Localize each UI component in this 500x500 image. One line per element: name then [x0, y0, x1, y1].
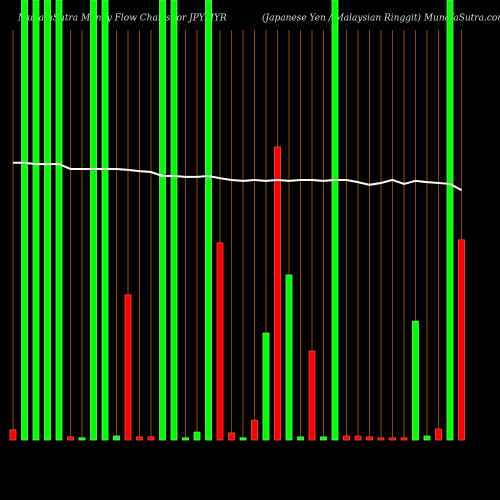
- bar: [435, 428, 442, 441]
- bar: [308, 350, 316, 441]
- bar: [377, 437, 385, 441]
- bar: [147, 436, 155, 441]
- bar: [193, 431, 201, 441]
- bar: [423, 435, 431, 441]
- bar: [262, 332, 270, 441]
- bar: [297, 436, 304, 441]
- bar: [136, 436, 143, 441]
- bar: [285, 274, 293, 441]
- bar: [331, 0, 339, 441]
- bar: [366, 436, 373, 441]
- bar: [21, 0, 28, 441]
- bar: [44, 0, 51, 441]
- bar: [182, 437, 189, 441]
- chart-subtitle: (Japanese Yen / Malaysian Ringgit) Munaf…: [262, 13, 500, 24]
- bar: [412, 320, 419, 441]
- bar: [239, 437, 247, 441]
- chart-title: MunafaSutra Money Flow Charts for JPYMYR: [17, 14, 227, 24]
- bar: [458, 239, 465, 441]
- bar: [170, 0, 178, 441]
- bar: [343, 435, 350, 441]
- bar: [354, 435, 362, 441]
- bar: [90, 0, 97, 441]
- bar: [389, 437, 396, 441]
- bar: [67, 436, 74, 441]
- bar: [101, 0, 109, 441]
- bar: [113, 435, 120, 441]
- bar: [216, 242, 224, 441]
- bar: [9, 429, 17, 441]
- bar: [159, 0, 166, 441]
- bar: [228, 432, 235, 441]
- bar: [400, 437, 408, 441]
- bar: [274, 146, 281, 441]
- bar: [32, 0, 40, 441]
- bar: [124, 294, 132, 441]
- line: [13, 161, 462, 191]
- bar: [251, 419, 258, 441]
- bar: [446, 0, 454, 441]
- bar: [205, 0, 212, 441]
- bar: [78, 437, 86, 441]
- bar: [55, 0, 63, 441]
- bar: [320, 436, 327, 441]
